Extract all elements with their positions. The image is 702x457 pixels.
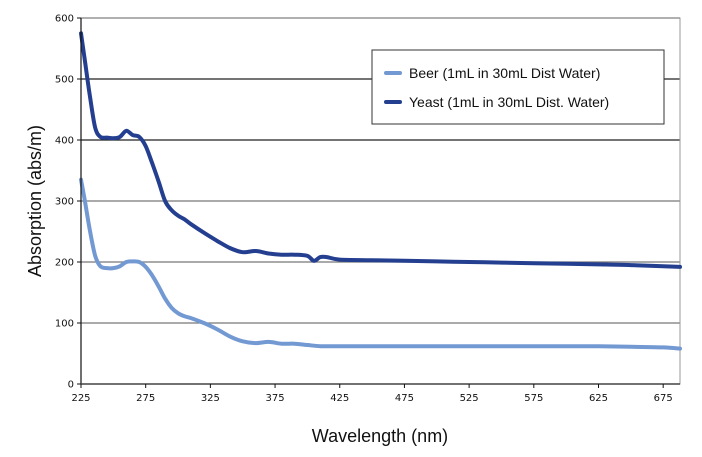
y-tick-label: 0 (68, 380, 74, 391)
y-axis-title: Absorption (abs/m) (25, 125, 45, 277)
x-tick-label: 225 (71, 393, 90, 404)
y-tick-label: 200 (55, 258, 74, 269)
x-tick-label: 375 (266, 393, 285, 404)
x-tick-label: 275 (136, 393, 155, 404)
series-line-yeast (79, 31, 682, 269)
legend: Beer (1mL in 30mL Dist Water) Yeast (1mL… (371, 49, 665, 125)
x-tick-label: 325 (201, 393, 220, 404)
legend-box (371, 49, 665, 125)
series-group (79, 31, 682, 351)
x-axis-title: Wavelength (nm) (312, 426, 448, 446)
y-tick-label: 100 (55, 319, 74, 330)
y-tick-label: 500 (55, 75, 74, 86)
legend-label-beer: Beer (1mL in 30mL Dist Water) (409, 65, 600, 81)
x-axis-ticks: 225 275 325 375 425 475 525 575 625 675 (71, 384, 673, 404)
x-tick-label: 575 (524, 393, 543, 404)
x-tick-label: 425 (330, 393, 349, 404)
x-tick-label: 475 (395, 393, 414, 404)
y-tick-label: 300 (55, 197, 74, 208)
y-axis-ticks: 0 100 200 300 400 500 600 (55, 14, 81, 391)
y-tick-label: 600 (55, 14, 74, 25)
legend-label-yeast: Yeast (1mL in 30mL Dist. Water) (409, 94, 609, 110)
series-line-beer (79, 177, 682, 351)
y-tick-label: 400 (55, 136, 74, 147)
x-tick-label: 675 (654, 393, 673, 404)
x-tick-label: 625 (589, 393, 608, 404)
x-tick-label: 525 (460, 393, 479, 404)
